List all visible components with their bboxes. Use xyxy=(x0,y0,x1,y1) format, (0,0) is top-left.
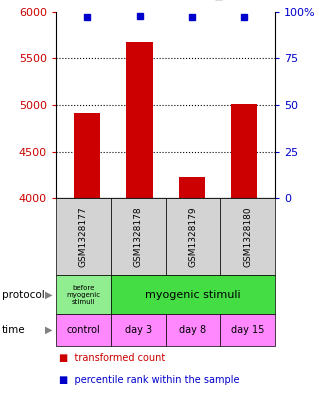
Text: day 8: day 8 xyxy=(180,325,207,335)
Text: day 3: day 3 xyxy=(124,325,152,335)
Text: GSM1328177: GSM1328177 xyxy=(79,206,88,267)
Text: ■  percentile rank within the sample: ■ percentile rank within the sample xyxy=(59,375,240,385)
Text: ■  transformed count: ■ transformed count xyxy=(59,353,165,363)
Text: GSM1328179: GSM1328179 xyxy=(188,206,197,267)
Bar xyxy=(126,42,153,198)
Text: before
myogenic
stimuli: before myogenic stimuli xyxy=(66,285,100,305)
Text: myogenic stimuli: myogenic stimuli xyxy=(145,290,241,300)
Text: GSM1328180: GSM1328180 xyxy=(243,206,252,267)
Text: time: time xyxy=(2,325,25,335)
Text: GSM1328178: GSM1328178 xyxy=(134,206,143,267)
Text: day 15: day 15 xyxy=(231,325,265,335)
Bar xyxy=(74,112,100,198)
Text: ▶: ▶ xyxy=(45,290,53,300)
Bar xyxy=(179,177,205,198)
Bar xyxy=(231,104,257,198)
Text: ▶: ▶ xyxy=(45,325,53,335)
Text: control: control xyxy=(67,325,100,335)
Text: protocol: protocol xyxy=(2,290,44,300)
